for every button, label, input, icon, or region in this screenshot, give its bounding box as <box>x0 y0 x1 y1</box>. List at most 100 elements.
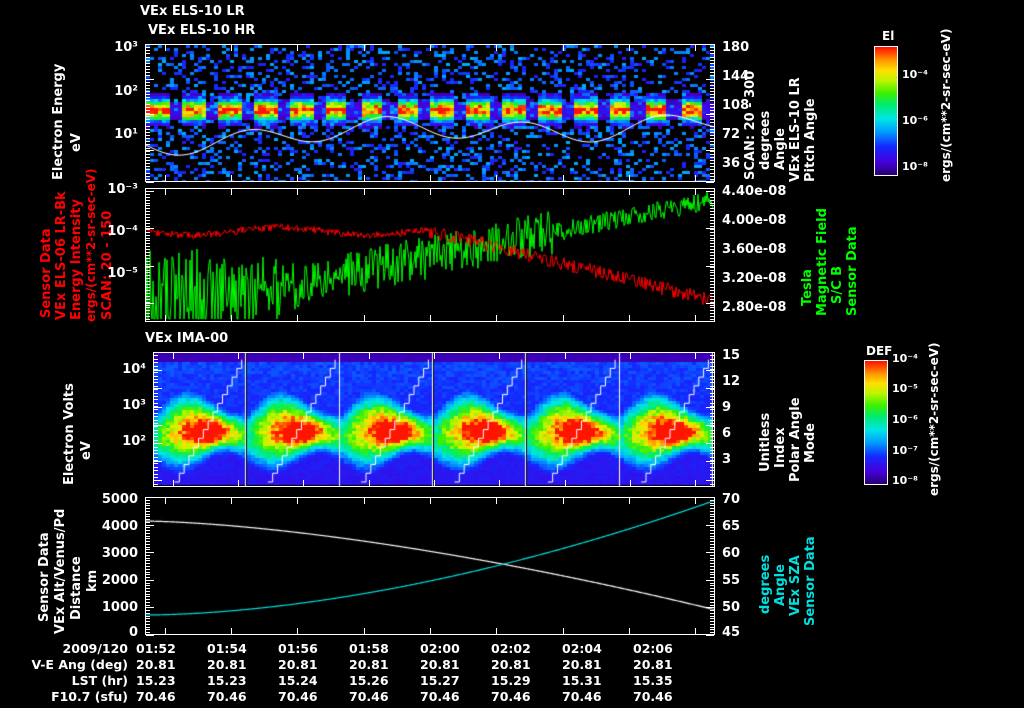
table-row-label: 2009/120 <box>62 641 128 656</box>
axis-tick-label: 10⁻⁷ <box>892 444 918 457</box>
table-cell: 20.81 <box>207 657 247 672</box>
panel2-timeseries <box>146 189 714 321</box>
axis-tick-label: 10⁻⁴ <box>892 352 918 365</box>
panel3-colorbar-units: ergs/(cm**2-sr-sec-eV) <box>927 342 941 496</box>
axis-tick-label: 45 <box>722 625 741 640</box>
axis-tick-label: 4000 <box>101 519 138 534</box>
axis-tick-label: 4.00e-08 <box>722 213 787 228</box>
axis-tick-label: 5000 <box>101 492 138 507</box>
panel1-plot-area <box>145 44 715 182</box>
panel4-right-axis-label-4: degrees <box>758 554 773 614</box>
table-cell: 02:00 <box>420 641 460 656</box>
panel3-colorbar-title: DEF <box>866 344 893 358</box>
table-row-label: V-E Ang (deg) <box>31 657 128 672</box>
table-cell: 70.46 <box>207 689 247 704</box>
panel1-right-axis-label-5: SCAN: 20 - 300 <box>743 70 758 180</box>
table-cell: 15.35 <box>633 673 673 688</box>
axis-tick-label: 108 <box>722 98 750 113</box>
table-cell: 20.81 <box>278 657 318 672</box>
axis-tick-label: 36 <box>722 156 741 171</box>
panel3-right-axis-label-4: Unitless <box>758 412 773 472</box>
axis-tick-label: 3000 <box>101 546 138 561</box>
table-cell: 70.46 <box>349 689 389 704</box>
axis-tick-label: 180 <box>722 40 750 55</box>
table-cell: 70.46 <box>420 689 460 704</box>
table-cell: 01:58 <box>349 641 389 656</box>
table-cell: 15.29 <box>491 673 531 688</box>
table-cell: 01:54 <box>207 641 247 656</box>
panel3-right-axis-label-3: Index <box>773 427 788 468</box>
table-cell: 15.23 <box>136 673 176 688</box>
table-cell: 20.81 <box>136 657 176 672</box>
axis-tick-label: 65 <box>722 519 741 534</box>
panel1-title-1: VEx ELS-10 LR <box>140 4 245 19</box>
table-cell: 01:52 <box>136 641 176 656</box>
axis-tick-label: 9 <box>722 400 732 415</box>
panel2-right-axis-label-3: Magnetic Field <box>815 208 830 316</box>
table-row-label: F10.7 (sfu) <box>51 689 128 704</box>
panel4-timeseries <box>146 498 714 634</box>
table-cell: 70.46 <box>136 689 176 704</box>
panel2-right-axis-label-1: Sensor Data <box>845 226 860 316</box>
table-cell: 02:04 <box>562 641 602 656</box>
axis-tick-label: 2000 <box>101 573 138 588</box>
axis-tick-label: 10¹ <box>114 127 138 142</box>
axis-tick-label: 3 <box>722 452 732 467</box>
panel4-right-axis-label-3: Angle <box>773 564 788 606</box>
panel2-left-axis-label-1: Sensor Data <box>39 228 54 318</box>
table-cell: 20.81 <box>562 657 602 672</box>
axis-tick-label: 10³ <box>114 40 138 55</box>
panel2-right-axis-label-4: Tesla <box>800 269 815 306</box>
panel3-right-axis-label-1: Mode <box>803 423 818 463</box>
axis-tick-label: 10⁻⁵ <box>107 266 138 281</box>
axis-tick-label: 10⁻⁶ <box>892 413 918 426</box>
panel4-right-axis-label-2: VEx SZA <box>788 555 803 616</box>
axis-tick-label: 10⁻⁵ <box>892 382 918 395</box>
table-cell: 70.46 <box>562 689 602 704</box>
panel1-left-axis-label-2: eV <box>69 133 84 152</box>
panel2-right-axis-label-2: S/C B <box>830 265 845 304</box>
axis-tick-label: 10² <box>114 84 138 99</box>
panel2-left-axis-label-3: Energy Intensity <box>69 199 84 320</box>
axis-tick-label: 1000 <box>101 600 138 615</box>
table-row-label: LST (hr) <box>71 673 128 688</box>
axis-tick-label: 72 <box>722 127 741 142</box>
panel1-right-axis-label-2: VEx ELS-10 LR <box>788 77 803 182</box>
table-cell: 70.46 <box>633 689 673 704</box>
axis-tick-label: 60 <box>722 546 741 561</box>
axis-tick-label: 144 <box>722 69 750 84</box>
axis-tick-label: 2.80e-08 <box>722 300 787 315</box>
axis-tick-label: 50 <box>722 600 741 615</box>
panel4-right-axis-label-1: Sensor Data <box>803 536 818 626</box>
panel3-spectrogram <box>154 353 714 486</box>
panel1-left-axis-label-1: Electron Energy <box>51 63 66 180</box>
panel1-right-axis-label-4: degrees <box>758 110 773 170</box>
axis-tick-label: 10⁻⁶ <box>902 114 928 127</box>
panel3-plot-area <box>153 352 715 487</box>
table-cell: 15.26 <box>349 673 389 688</box>
table-cell: 15.31 <box>562 673 602 688</box>
panel3-left-axis-label-1: Electron Volts <box>62 383 77 485</box>
axis-tick-label: 4.40e-08 <box>722 184 787 199</box>
axis-tick-label: 10⁴ <box>122 362 146 377</box>
table-cell: 20.81 <box>420 657 460 672</box>
panel1-colorbar <box>874 46 898 176</box>
panel1-right-axis-label-3: Angle <box>773 128 788 170</box>
table-cell: 15.27 <box>420 673 460 688</box>
table-cell: 15.24 <box>278 673 318 688</box>
table-cell: 02:06 <box>633 641 673 656</box>
axis-tick-label: 3.20e-08 <box>722 271 787 286</box>
panel1-title-2: VEx ELS-10 HR <box>148 23 256 38</box>
panel4-plot-area <box>145 497 715 635</box>
axis-tick-label: 10³ <box>122 398 146 413</box>
axis-tick-label: 10⁻⁸ <box>902 160 928 173</box>
axis-tick-label: 0 <box>128 625 138 640</box>
panel1-colorbar-units: ergs/(cm**2-sr-sec-eV) <box>939 28 953 182</box>
axis-tick-label: 15 <box>722 348 741 363</box>
panel2-plot-area <box>145 188 715 322</box>
table-cell: 70.46 <box>491 689 531 704</box>
panel2-left-axis-label-2: VEx ELS-06 LR-Bk <box>54 191 69 320</box>
panel1-spectrogram <box>146 45 714 181</box>
panel2-left-axis-label-4: ergs/(cm**2-sr-sec-eV) <box>84 168 98 322</box>
